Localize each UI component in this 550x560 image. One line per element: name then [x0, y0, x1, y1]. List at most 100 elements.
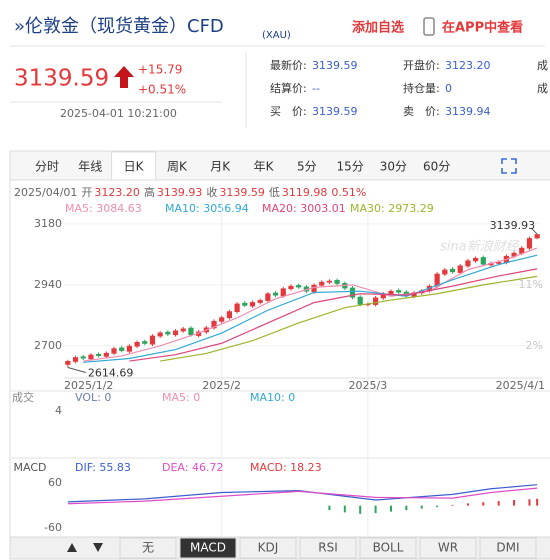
- indicator-tab[interactable]: WR: [438, 541, 458, 555]
- candle-body: [480, 257, 486, 265]
- macd-bar: [389, 505, 392, 512]
- macd-bar: [528, 499, 531, 506]
- ma-line: [129, 268, 538, 362]
- candle-body: [111, 348, 117, 354]
- tab-active: [111, 151, 157, 181]
- tab[interactable]: 分时: [35, 160, 59, 174]
- indicator-tab-box: [179, 537, 237, 559]
- candle-body: [103, 352, 109, 357]
- up-arrow: [114, 66, 134, 88]
- price: 3139.59: [14, 66, 109, 92]
- tab[interactable]: 30分: [380, 160, 407, 174]
- candle-body: [434, 273, 440, 287]
- candle-body: [349, 287, 356, 298]
- time: 2025-04-01 10:21:00: [60, 107, 177, 120]
- tab[interactable]: 年K: [254, 160, 275, 174]
- arrow-up[interactable]: [67, 543, 77, 552]
- candle-body: [457, 265, 463, 273]
- macd-bar: [405, 505, 408, 511]
- macd-bar: [482, 502, 485, 506]
- info-item: 3119.98: [282, 186, 328, 199]
- ma-legend: MA30: 2973.29: [350, 202, 434, 215]
- indicator-tab-box: [239, 537, 297, 559]
- add-watchlist[interactable]: 添加自选: [352, 20, 404, 36]
- tab[interactable]: 5分: [297, 160, 317, 174]
- open-app[interactable]: 在APP中查看: [442, 20, 523, 36]
- watermark: sina新浪财经: [440, 239, 521, 255]
- candle-body: [488, 263, 494, 266]
- macd-bar: [466, 503, 469, 506]
- y2-tick-label: 11%: [519, 278, 543, 291]
- macd-bar: [497, 501, 500, 506]
- candle-body: [149, 335, 156, 345]
- info-item: 3139.93: [157, 186, 203, 199]
- candle-body: [334, 280, 340, 284]
- candle-body: [496, 261, 502, 264]
- candle-body: [88, 354, 94, 360]
- info-item: 3123.20: [94, 186, 140, 199]
- indicator-tab[interactable]: RSI: [318, 541, 338, 555]
- stat-value: 3139.59: [312, 105, 358, 118]
- macd-bar: [328, 505, 331, 511]
- indicator-tab-box: [419, 537, 477, 559]
- macd-legend: MACD: [14, 461, 47, 474]
- candle-body: [126, 345, 132, 352]
- candle-body: [380, 293, 386, 299]
- info-item: 2025/04/01: [14, 186, 77, 199]
- indicator-tab[interactable]: KDJ: [258, 541, 279, 555]
- title: »伦敦金（现货黄金）CFD: [14, 16, 224, 37]
- arrow-down[interactable]: [93, 543, 103, 552]
- macd-line: [67, 487, 538, 505]
- y-tick-label: 60: [48, 476, 62, 489]
- macd-legend: DIF: 55.83: [75, 461, 131, 474]
- macd-bar: [451, 504, 454, 506]
- change-pct: +0.51%: [138, 83, 186, 97]
- tab[interactable]: 15分: [336, 160, 363, 174]
- indicator-tab[interactable]: BOLL: [373, 541, 404, 555]
- candle-body: [534, 234, 540, 239]
- stat-value: --: [312, 82, 320, 95]
- candle-body: [142, 341, 148, 344]
- candle-body: [242, 302, 248, 306]
- indicator-tab-box: [299, 537, 357, 559]
- low-label: 2614.69: [88, 366, 134, 379]
- tab[interactable]: 月K: [210, 160, 231, 174]
- candle-body: [119, 347, 125, 351]
- indicator-tab-box: [119, 537, 177, 559]
- stat-label: 成: [537, 59, 548, 72]
- candle-body: [265, 293, 271, 301]
- tab[interactable]: 60分: [423, 160, 450, 174]
- indicator-tab[interactable]: MACD: [190, 541, 226, 555]
- info-item: 3139.59: [219, 186, 265, 199]
- ma-line: [83, 254, 538, 363]
- y-tick-label: -60: [44, 521, 62, 534]
- low-pointer: [67, 366, 86, 373]
- candle-body: [388, 290, 394, 295]
- candle-body: [519, 247, 525, 254]
- y-tick-label: 2940: [34, 278, 62, 291]
- info-item: 开: [81, 186, 92, 199]
- stat-value: 3139.94: [445, 105, 491, 118]
- change: +15.79: [138, 63, 182, 77]
- y2-tick-label: 2%: [526, 339, 543, 352]
- vol-legend: VOL: 0: [75, 391, 111, 404]
- tab[interactable]: 日K: [124, 160, 145, 174]
- macd-bar: [343, 505, 346, 513]
- candle-body: [449, 268, 456, 273]
- tab[interactable]: 周K: [167, 160, 188, 174]
- ma-legend: MA10: 3056.94: [165, 202, 249, 215]
- y-tick-label: 4: [55, 404, 62, 417]
- tab[interactable]: 年线: [78, 160, 102, 174]
- indicator-tab[interactable]: 无: [142, 541, 154, 555]
- code: (XAU): [262, 30, 291, 41]
- candle-body: [188, 327, 194, 336]
- stat-value: 0: [445, 82, 452, 95]
- indicator-tab[interactable]: DMI: [496, 541, 519, 555]
- candle-body: [288, 285, 294, 290]
- candle-body: [257, 300, 263, 303]
- candle-body: [211, 320, 217, 329]
- candle-body: [372, 297, 379, 305]
- expand-icon[interactable]: [501, 158, 517, 174]
- ma-legend: MA20: 3003.01: [262, 202, 346, 215]
- candle-body: [80, 356, 86, 359]
